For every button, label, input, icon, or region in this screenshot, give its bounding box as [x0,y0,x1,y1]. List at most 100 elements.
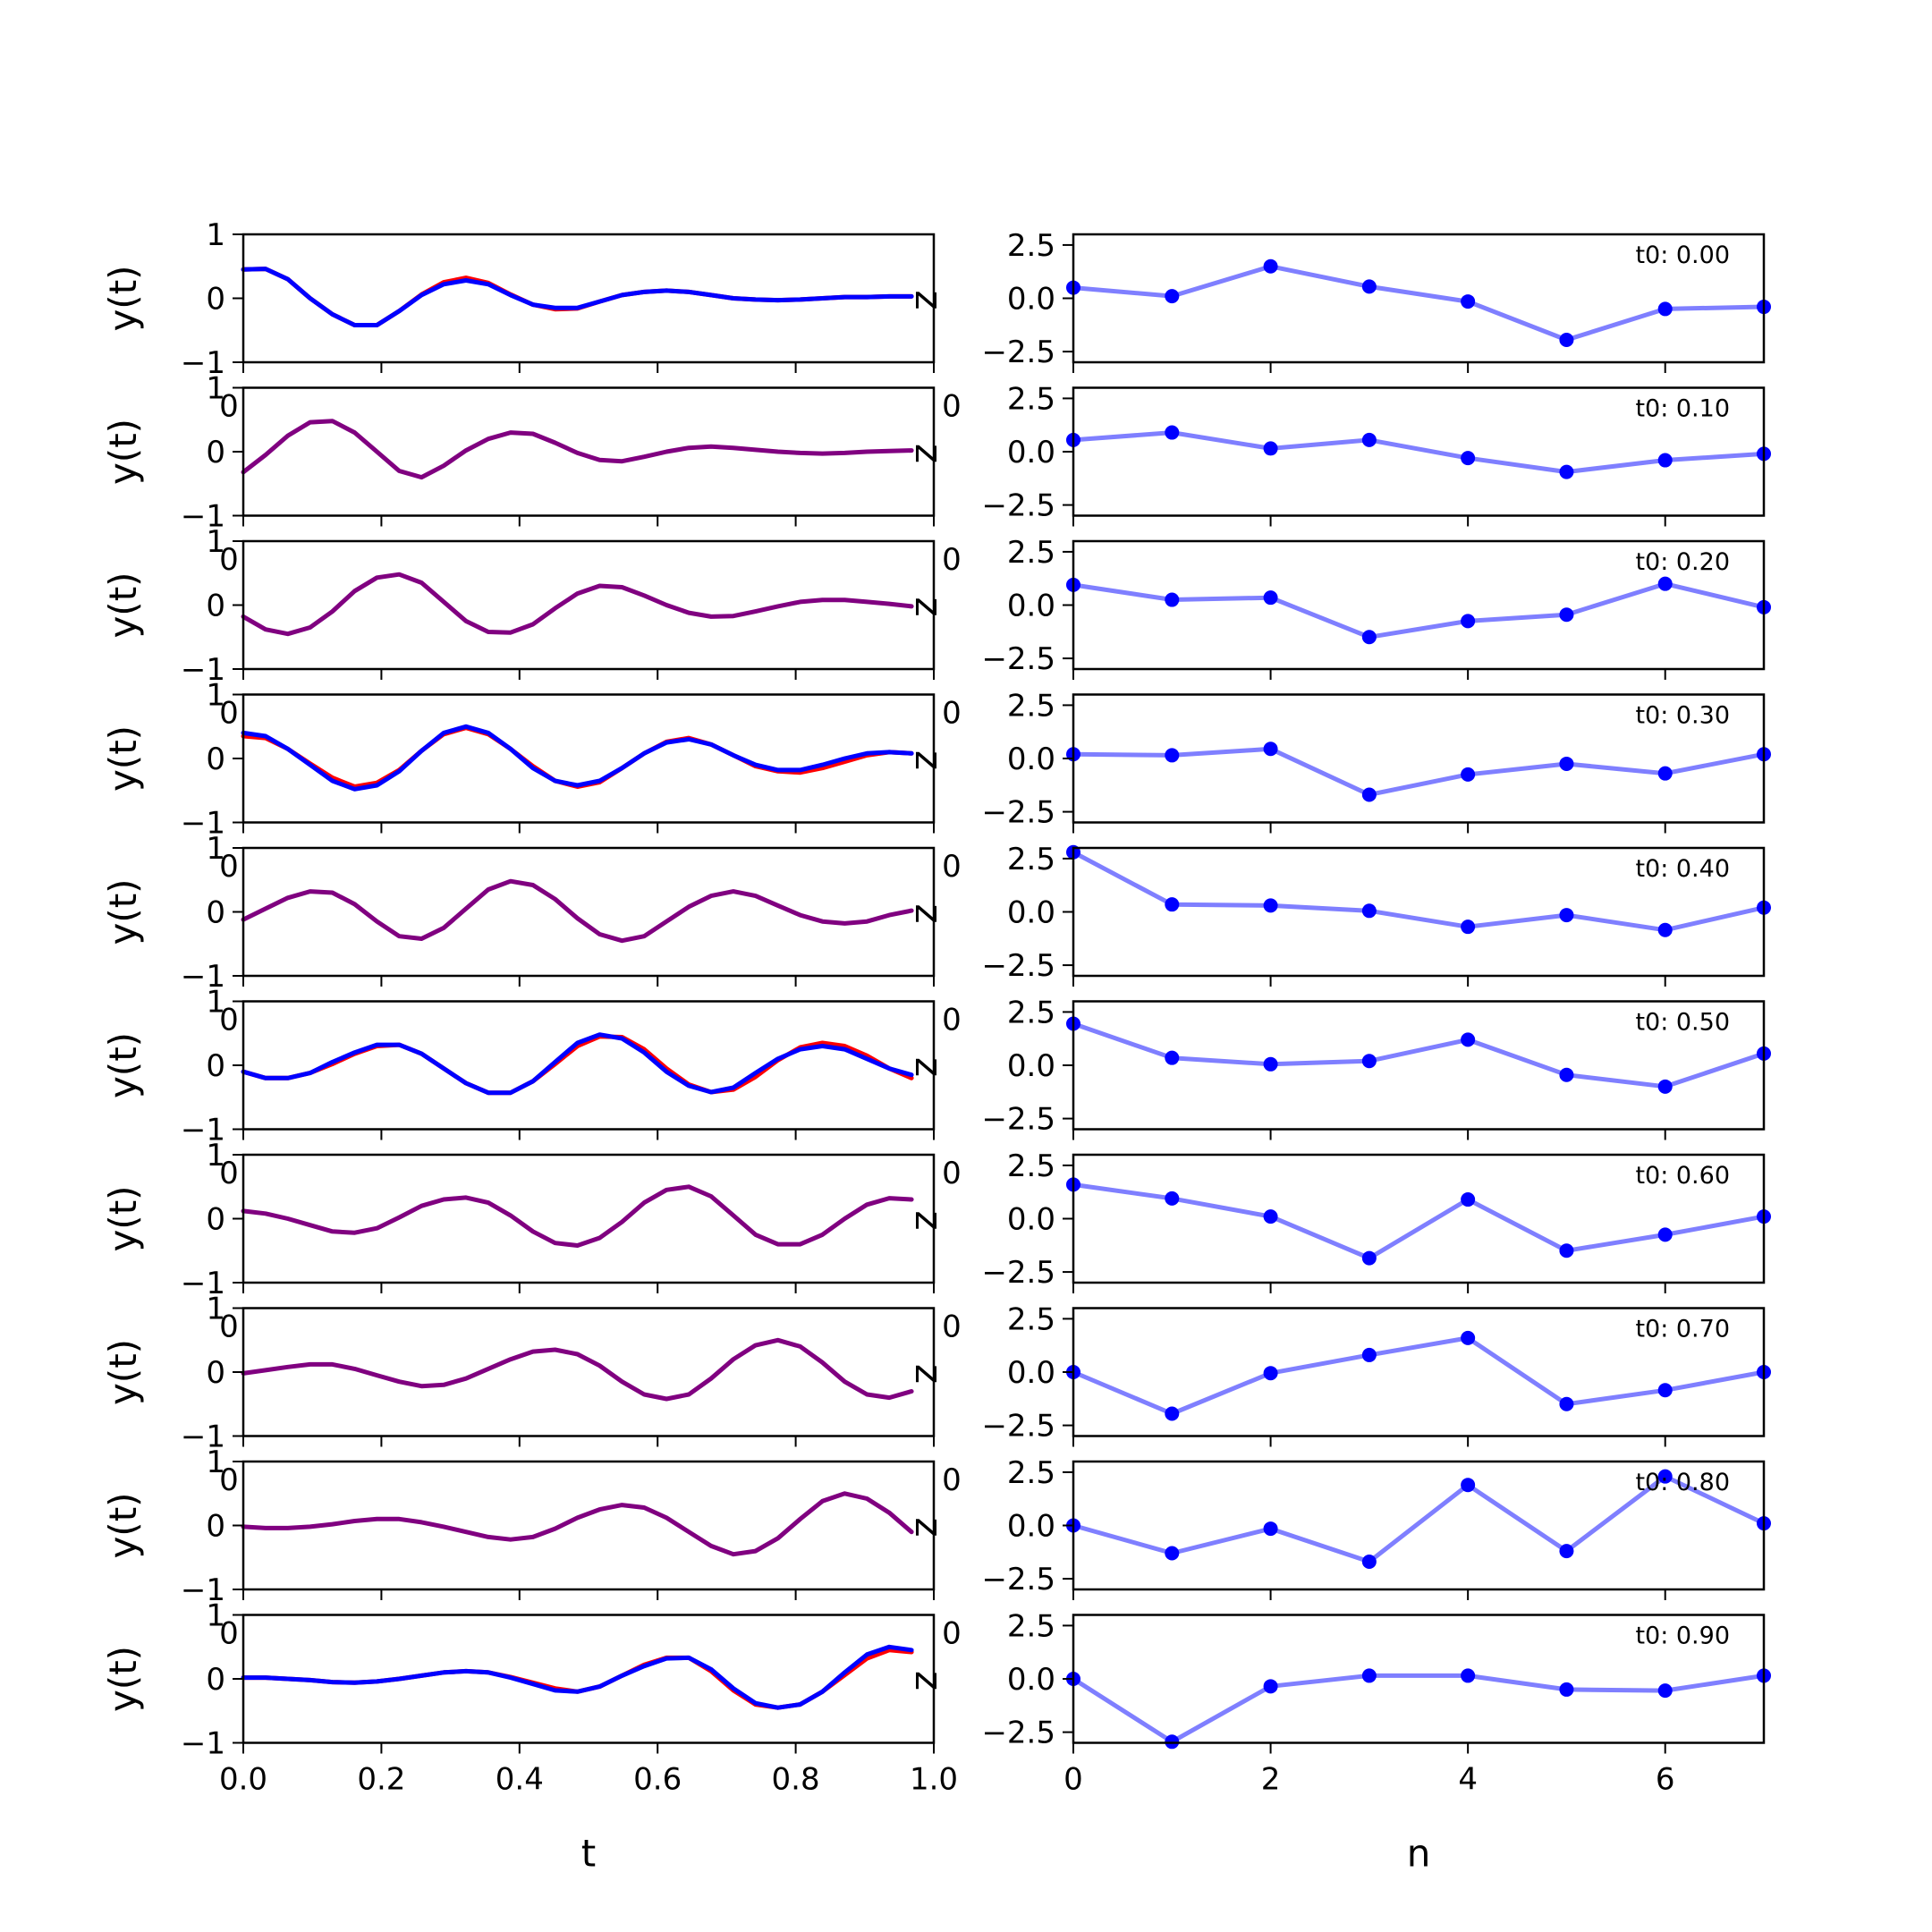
left-ytick-label-7-0: 1 [206,1292,225,1327]
right-panel-0: 2.5 0.0 −2.5 t0: 0.00 [981,228,1771,373]
left-z-label-6: z [907,1210,951,1230]
right-xtick-label-2: 4 [1458,1762,1478,1798]
right-point-7-6 [1657,1383,1673,1398]
right-series-line-5 [1072,1021,1765,1089]
left-ytick-label-0-1: 0 [206,282,225,318]
left-ytick-label-3-0: 1 [206,678,225,714]
right-ytick-label-9-0: 2.5 [1007,1608,1055,1644]
left-ytick-label-7-1: 0 [206,1355,225,1391]
left-panel-4: 10−1y(t) z0 0 [101,831,962,995]
left-x-axis-label: t [581,1832,596,1876]
right-ytick-label-6-2: −2.5 [981,1255,1055,1291]
right-point-8-5 [1559,1544,1574,1559]
left-ytick-label-2-1: 0 [206,589,225,624]
right-ytick-label-4-1: 0.0 [1007,895,1055,931]
right-series-line-2 [1072,581,1765,640]
right-point-2-3 [1361,630,1377,645]
left-ytick-label-1-1: 0 [206,435,225,470]
left-series-1 [241,419,914,480]
right-point-3-3 [1361,787,1377,802]
right-xtick-label-3: 6 [1656,1762,1675,1798]
right-ytick-label-5-2: −2.5 [981,1102,1055,1138]
left-ytick-label-8-1: 0 [206,1509,225,1545]
left-y-axis-label-8: y(t) [101,1492,145,1558]
left-ytick-label-4-1: 0 [206,895,225,931]
right-ytick-label-5-0: 2.5 [1007,995,1055,1030]
right-ytick-label-1-0: 2.5 [1007,381,1055,417]
left-ytick-label-7-2: −1 [181,1419,225,1455]
right-panel-5: 2.5 0.0 −2.5 t0: 0.50 [981,995,1771,1140]
right-point-1-1 [1165,425,1180,440]
left-panel-5: 10−1y(t) z0 0 [101,985,962,1148]
left-ghost-zero-1: 0 [219,389,239,425]
left-z-label-3: z [907,750,951,770]
right-ytick-label-4-2: −2.5 [981,948,1055,984]
left-ghost-zero-2: 0 [219,542,239,578]
right-point-1-3 [1361,432,1377,447]
right-point-5-1 [1165,1050,1180,1065]
right-point-2-5 [1559,607,1574,623]
left-ghost-zero-8: 0 [219,1462,239,1498]
right-point-8-3 [1361,1555,1377,1570]
left-series-blue-3 [241,724,914,792]
right-series-line-6 [1072,1182,1765,1261]
right-point-0-5 [1559,332,1574,347]
right-series-line-1 [1072,430,1765,475]
right-point-5-3 [1361,1054,1377,1069]
right-point-5-2 [1263,1056,1278,1072]
left-y-axis-label-4: y(t) [101,878,145,945]
right-panel-label-6: t0: 0.60 [1635,1162,1730,1190]
right-panel-6: 2.5 0.0 −2.5 t0: 0.60 [981,1148,1771,1293]
right-ytick-label-5-1: 0.0 [1007,1048,1055,1084]
right-ytick-label-7-2: −2.5 [981,1409,1055,1445]
left-xtick-label-2: 0.4 [496,1762,544,1798]
right-point-8-6 [1657,1469,1673,1484]
left-z-label-0: z [907,290,951,309]
right-point-9-2 [1263,1679,1278,1694]
right-ytick-label-4-0: 2.5 [1007,842,1055,877]
right-point-9-3 [1361,1668,1377,1683]
right-ytick-label-8-1: 0.0 [1007,1509,1055,1545]
left-ytick-label-1-2: −1 [181,499,225,535]
right-series-line-3 [1072,746,1765,797]
left-ytick-label-6-0: 1 [206,1138,225,1174]
left-panel-3: 10−1y(t) z0 0 [101,678,962,842]
left-y-axis-label-2: y(t) [101,572,145,638]
right-xtick-label-0: 0 [1063,1762,1083,1798]
left-ytick-label-9-2: −1 [181,1726,225,1762]
left-panel-6: 10−1y(t) z0 0 [101,1138,962,1301]
left-ghost-zero-right-4: 0 [942,849,962,885]
left-ghost-zero-right-5: 0 [942,1003,962,1038]
right-ytick-label-7-1: 0.0 [1007,1355,1055,1391]
left-series-blue-9 [241,1644,914,1710]
right-panel-8: 2.5 0.0 −2.5 t0: 0.80 [981,1455,1771,1600]
left-ytick-label-8-0: 1 [206,1445,225,1480]
left-y-axis-label-6: y(t) [101,1185,145,1251]
left-ghost-zero-right-1: 0 [942,389,962,425]
right-point-6-5 [1559,1243,1574,1258]
left-ytick-label-3-2: −1 [181,806,225,842]
left-xtick-label-1: 0.2 [357,1762,405,1798]
right-point-3-5 [1559,756,1574,771]
right-ytick-label-0-0: 2.5 [1007,228,1055,264]
left-ytick-label-1-0: 1 [206,371,225,407]
right-ytick-label-2-0: 2.5 [1007,535,1055,571]
right-point-6-6 [1657,1227,1673,1242]
right-panel-label-1: t0: 0.10 [1635,395,1730,423]
right-ytick-label-7-0: 2.5 [1007,1301,1055,1337]
left-ghost-zero-7: 0 [219,1309,239,1345]
right-point-0-1 [1165,289,1180,304]
left-ytick-label-9-1: 0 [206,1662,225,1698]
left-panel-2: 10−1y(t) z0 0 [101,524,962,688]
left-xtick-label-5: 1.0 [910,1762,958,1798]
right-panel-label-5: t0: 0.50 [1635,1009,1730,1037]
right-point-2-2 [1263,590,1278,606]
left-ghost-zero-right-7: 0 [942,1309,962,1345]
left-y-axis-label-7: y(t) [101,1339,145,1405]
right-point-5-4 [1461,1032,1476,1047]
left-column: 10−1y(t) z10−1y(t) z0 010−1y(t) z0 010−1y(t) z… [101,217,962,1798]
left-ytick-label-4-0: 1 [206,831,225,867]
left-panel-0: 1 0 −1 y(t) z [101,217,951,381]
